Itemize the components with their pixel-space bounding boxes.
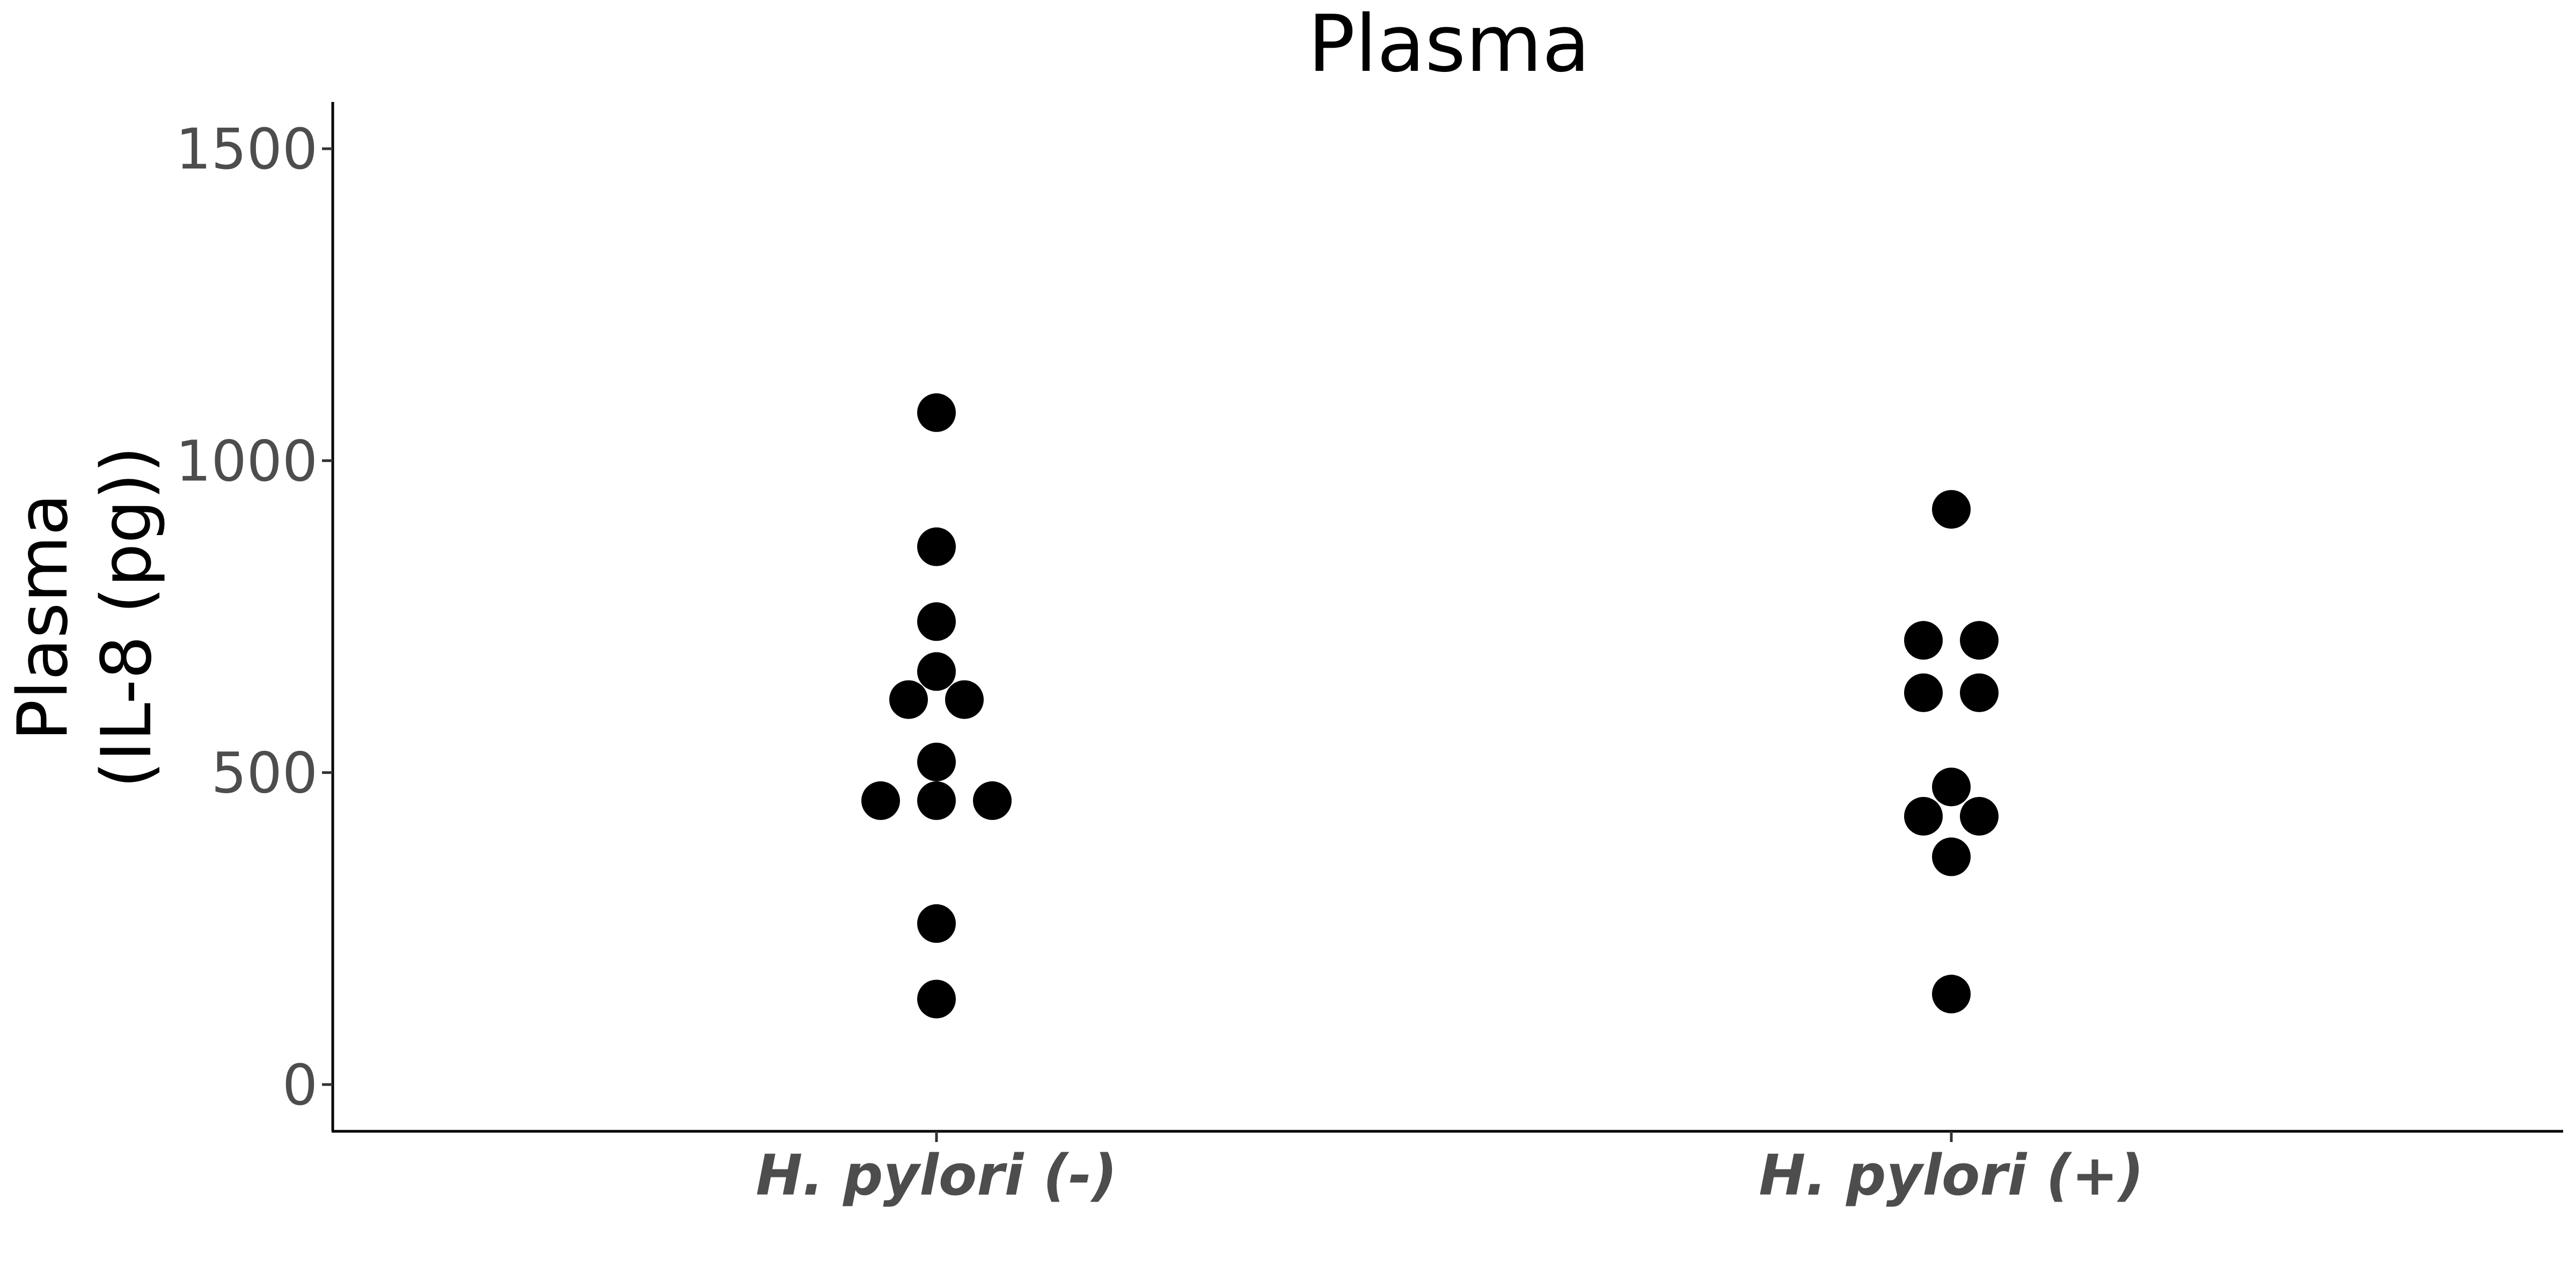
- data-point: [917, 602, 956, 641]
- x-tick-label: H. pylori (+): [1759, 1143, 2143, 1208]
- data-point: [945, 680, 984, 719]
- data-point: [917, 527, 956, 566]
- y-axis-label-line-2: (IL-8 (pg)): [87, 446, 167, 788]
- data-point: [917, 393, 956, 432]
- data-point: [861, 781, 900, 820]
- data-point: [917, 652, 956, 691]
- data-point: [1932, 837, 1971, 876]
- data-point: [1960, 673, 1999, 712]
- data-point: [1960, 621, 1999, 660]
- x-tick-label: H. pylori (-): [756, 1143, 1117, 1208]
- data-point: [1932, 767, 1971, 807]
- x-axis-ticks: H. pylori (-) H. pylori (+): [756, 1131, 2144, 1208]
- y-tick-label: 0: [282, 1052, 318, 1118]
- data-point: [1904, 796, 1943, 836]
- y-tick-label: 1000: [175, 428, 318, 494]
- data-point: [889, 680, 928, 719]
- data-points: [861, 393, 1999, 1019]
- y-tick-label: 500: [211, 741, 318, 806]
- y-axis-label: Plasma (IL-8 (pg)): [3, 446, 167, 788]
- data-point: [1904, 673, 1943, 712]
- data-point: [1904, 621, 1943, 660]
- data-point: [1960, 796, 1999, 836]
- data-point: [1932, 975, 1971, 1014]
- chart-title: Plasma: [1308, 0, 1590, 90]
- data-point: [917, 904, 956, 943]
- y-axis-label-line-1: Plasma: [3, 494, 83, 741]
- y-tick-label: 1500: [175, 116, 318, 182]
- data-point: [917, 979, 956, 1019]
- y-axis-ticks: 0 500 1000 1500: [175, 116, 333, 1118]
- data-point: [917, 781, 956, 820]
- data-point: [1932, 490, 1971, 529]
- data-point: [917, 742, 956, 781]
- data-point: [973, 781, 1012, 820]
